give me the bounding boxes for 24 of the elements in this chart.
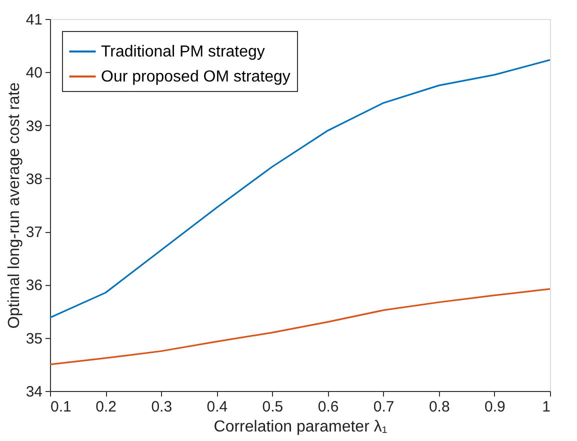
x-tick-label: 1 [542,398,550,416]
y-tick-label: 37 [26,224,42,242]
x-tick-label: 0.1 [50,398,72,416]
x-tick-label: 0.9 [484,398,506,416]
x-tick-label: 0.2 [96,398,116,416]
line-series [50,59,550,318]
y-tick-label: 38 [26,170,42,188]
x-tick-label: 0.7 [373,398,394,416]
y-tick-label: 35 [26,330,42,348]
x-axis-title: Correlation parameter λ₁ [214,418,388,436]
legend-label: Our proposed OM strategy [101,68,290,86]
y-tick-label: 40 [26,64,42,82]
y-axis-title: Optimal long-run average cost rate [6,82,23,329]
x-tick-label: 0.6 [318,398,339,416]
legend-label: Traditional PM strategy [101,44,265,60]
x-tick-label: 0.4 [206,398,228,416]
x-tick-label: 0.3 [151,398,172,416]
x-tick-label: 0.5 [262,398,284,416]
y-tick-label: 36 [26,277,42,294]
line-series [50,288,550,366]
y-tick-label: 41 [26,12,42,28]
y-tick-label: 39 [26,118,42,135]
y-tick-label: 34 [26,384,42,400]
x-tick-label: 0.8 [428,398,450,416]
